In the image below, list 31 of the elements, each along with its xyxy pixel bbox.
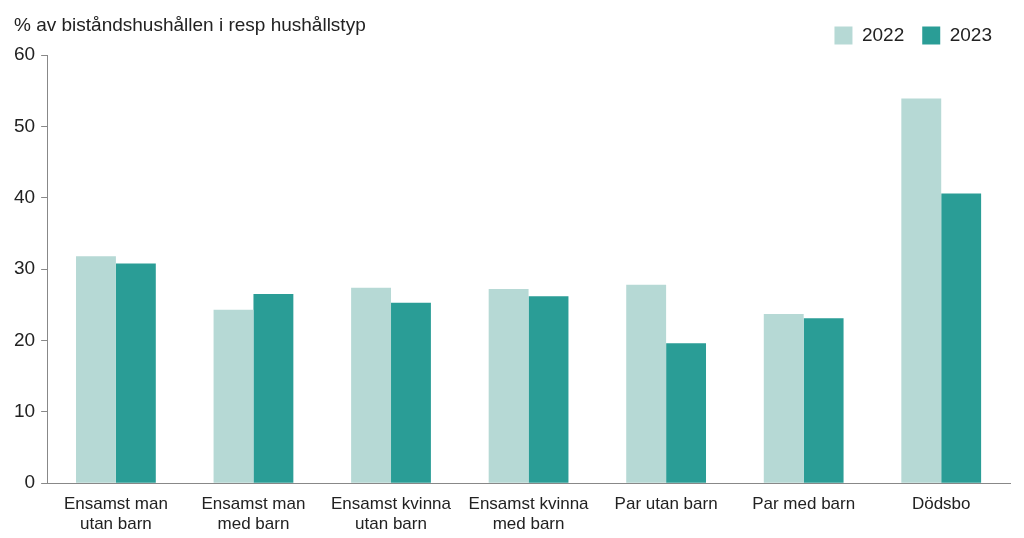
- bar: [213, 309, 254, 483]
- y-tick-label: 60: [13, 43, 36, 65]
- legend-label: 2022: [861, 23, 905, 45]
- bar: [253, 294, 294, 483]
- bar: [666, 343, 707, 483]
- x-tick-label: Ensamst man med barn: [201, 494, 306, 534]
- bar: [115, 263, 156, 483]
- y-axis-title: % av biståndshushållen i resp hushållstyp: [14, 14, 366, 36]
- y-tick-label: 50: [13, 114, 36, 136]
- x-tick-label: Ensamst man utan barn: [63, 494, 168, 534]
- x-tick-label: Dödsbo: [911, 494, 971, 514]
- bar: [901, 98, 942, 483]
- bar: [763, 314, 804, 483]
- y-tick-label: 0: [24, 471, 36, 493]
- y-tick-label: 30: [13, 257, 36, 279]
- bar: [76, 256, 116, 483]
- x-tick-label: Par med barn: [752, 494, 856, 514]
- bar: [351, 287, 392, 483]
- y-tick-label: 10: [13, 400, 36, 422]
- x-tick-label: Par utan barn: [614, 494, 718, 514]
- x-tick-label: Ensamst kvinna med barn: [468, 494, 590, 534]
- bar: [528, 296, 569, 483]
- bar: [626, 284, 667, 483]
- bar: [488, 289, 529, 483]
- y-tick-label: 20: [13, 328, 36, 350]
- legend-label: 2023: [949, 23, 993, 45]
- y-tick-label: 40: [13, 185, 36, 207]
- bar: [391, 302, 431, 483]
- bar: [941, 193, 982, 483]
- x-tick-label: Ensamst kvinna utan barn: [331, 494, 452, 534]
- bar: [803, 318, 844, 483]
